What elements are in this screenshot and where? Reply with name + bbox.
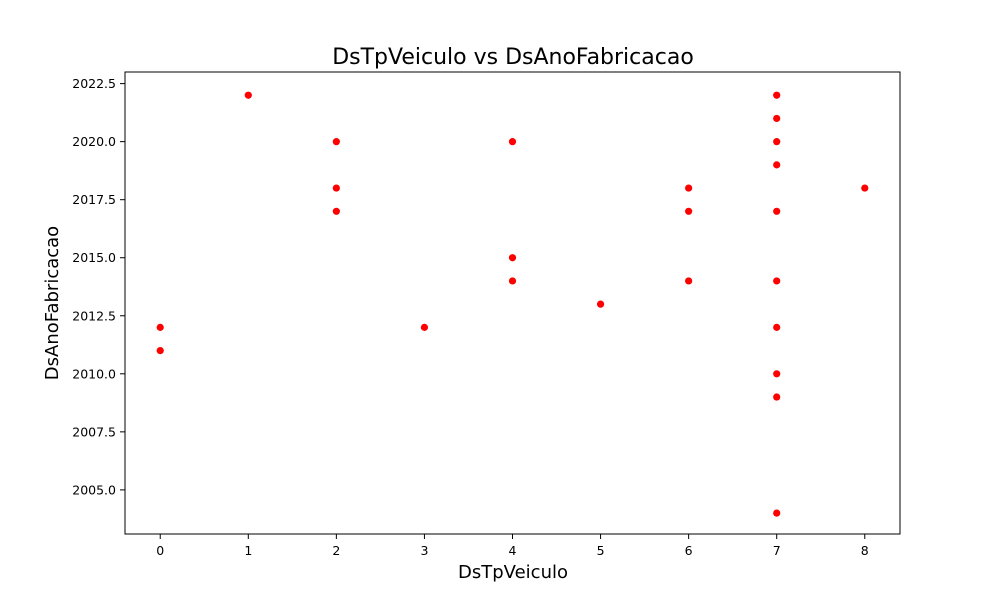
data-point — [332, 138, 340, 146]
data-point — [244, 91, 252, 99]
data-point — [773, 207, 781, 215]
data-point — [773, 161, 781, 169]
y-tick-label: 2015.0 — [72, 250, 116, 265]
y-axis-label: DsAnoFabricacao — [42, 226, 63, 380]
x-tick-label: 1 — [244, 543, 252, 558]
data-point — [685, 184, 693, 192]
data-points — [156, 91, 869, 517]
data-point — [773, 323, 781, 331]
data-point — [773, 509, 781, 517]
x-tick-label: 0 — [156, 543, 164, 558]
chart-title: DsTpVeiculo vs DsAnoFabricacao — [332, 45, 694, 70]
x-tick-label: 8 — [861, 543, 869, 558]
data-point — [508, 254, 517, 262]
data-point — [685, 207, 693, 215]
y-axis: 2005.0 2007.5 2010.0 2012.5 2015.0 2017.5 2020… — [72, 76, 125, 497]
data-point — [685, 277, 693, 285]
data-point — [156, 323, 164, 331]
data-point — [332, 184, 340, 192]
y-tick-label: 2020.0 — [72, 134, 116, 149]
y-tick-label: 2022.5 — [72, 76, 116, 91]
x-axis-label: DsTpVeiculo — [458, 562, 568, 583]
x-axis: 0 1 2 3 4 5 6 7 8 — [156, 534, 869, 558]
data-point — [332, 207, 340, 215]
x-tick-label: 7 — [773, 543, 781, 558]
y-tick-label: 2012.5 — [72, 308, 116, 323]
x-tick-label: 5 — [597, 543, 605, 558]
data-point — [773, 138, 781, 146]
data-point — [773, 370, 781, 378]
data-point — [773, 91, 781, 99]
data-point — [773, 393, 781, 401]
x-tick-label: 6 — [685, 543, 693, 558]
data-point — [773, 114, 781, 123]
data-point — [596, 300, 605, 308]
x-tick-label: 3 — [420, 543, 428, 558]
x-tick-label: 4 — [509, 543, 517, 558]
y-tick-label: 2010.0 — [72, 366, 116, 381]
data-point — [861, 184, 869, 192]
y-tick-label: 2017.5 — [72, 192, 116, 207]
data-point — [773, 277, 781, 285]
x-tick-label: 2 — [332, 543, 340, 558]
data-point — [508, 277, 517, 285]
y-tick-label: 2007.5 — [72, 424, 116, 439]
data-point — [156, 346, 164, 355]
y-tick-label: 2005.0 — [72, 482, 116, 497]
data-point — [420, 323, 429, 331]
data-point — [508, 138, 517, 146]
